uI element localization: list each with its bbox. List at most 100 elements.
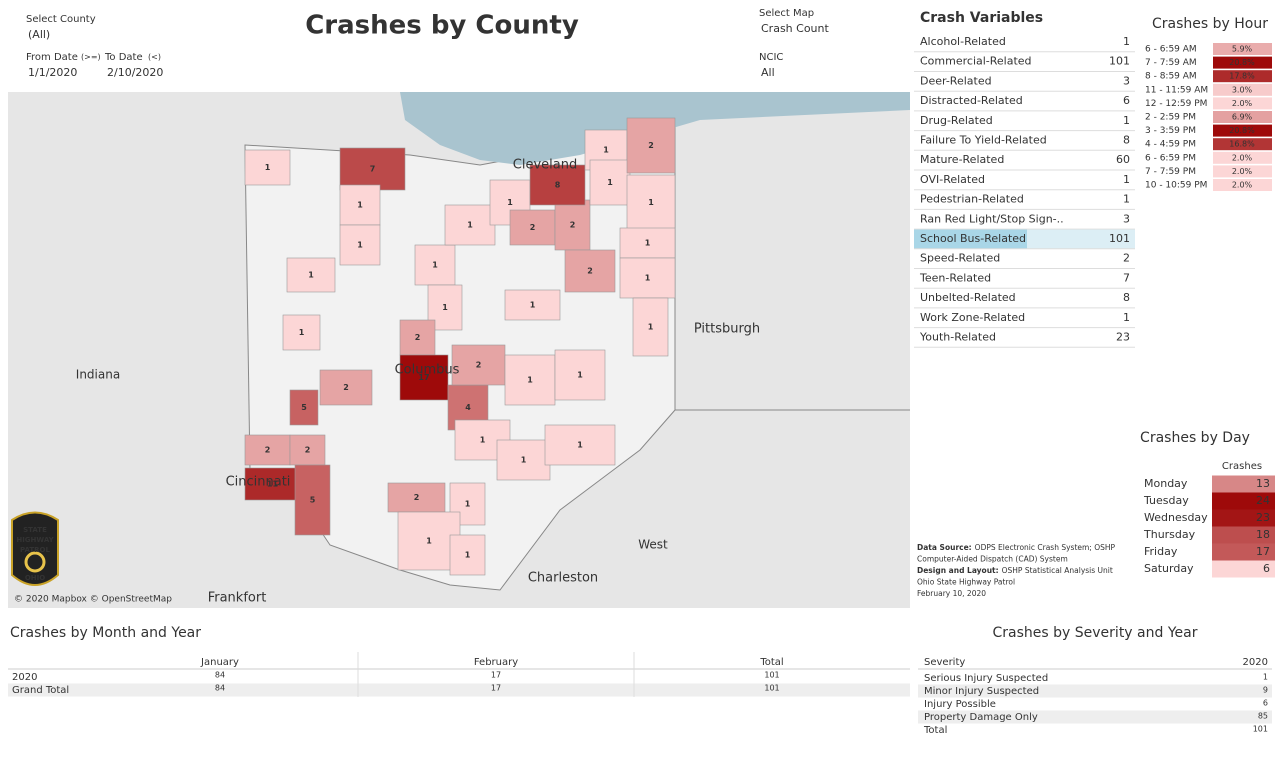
county-count: 7	[370, 165, 376, 174]
county[interactable]	[319, 369, 373, 406]
county[interactable]	[244, 434, 291, 466]
hour-label: 10 - 10:59 PM	[1145, 181, 1207, 191]
variable-value: 1	[1123, 173, 1130, 186]
filter-qualifier: (<)	[148, 53, 161, 62]
county-count: 1	[603, 146, 609, 155]
county-count: 1	[521, 456, 527, 465]
column-header: February	[474, 657, 518, 668]
panel-title: Crashes by Month and Year	[10, 625, 201, 641]
county[interactable]	[289, 434, 326, 466]
filter-value: All	[761, 66, 775, 79]
county[interactable]	[414, 244, 456, 286]
selected-label	[914, 229, 1027, 249]
hour-label: 8 - 8:59 AM	[1145, 72, 1197, 82]
day-label: Wednesday	[1144, 511, 1208, 524]
county[interactable]	[294, 464, 331, 536]
county[interactable]	[626, 174, 676, 231]
variable-value: 3	[1123, 212, 1130, 225]
county[interactable]	[564, 249, 616, 293]
footnote-text: OSHP Statistical Analysis Unit	[1002, 566, 1113, 575]
row-label: Total	[923, 725, 947, 736]
hour-label: 7 - 7:59 AM	[1145, 58, 1197, 68]
hour-label: 7 - 7:59 PM	[1145, 167, 1196, 177]
hour-label: 6 - 6:59 AM	[1145, 45, 1197, 55]
county[interactable]	[544, 424, 616, 466]
table-value: 9	[1263, 686, 1268, 695]
county[interactable]	[554, 349, 606, 401]
variable-value: 1	[1123, 114, 1130, 127]
county[interactable]	[619, 227, 676, 259]
county-count: 1	[465, 551, 471, 560]
variable-label: Youth-Related	[919, 331, 996, 344]
county[interactable]	[397, 511, 461, 571]
county[interactable]	[282, 314, 321, 351]
hour-value: 5.9%	[1232, 45, 1253, 54]
row-label: Injury Possible	[924, 699, 996, 710]
county[interactable]	[626, 117, 676, 174]
table-value: 6	[1263, 699, 1268, 708]
county[interactable]	[286, 257, 336, 293]
county[interactable]	[504, 354, 556, 406]
hour-value: 2.0%	[1232, 99, 1253, 108]
panel-title: Crash Variables	[920, 10, 1043, 26]
hour-cell	[1213, 165, 1272, 178]
map-label: Frankfort	[208, 591, 267, 606]
filter-label: Select County	[26, 14, 96, 25]
variable-label: Pedestrian-Related	[920, 193, 1024, 206]
map-label: Pittsburgh	[694, 322, 760, 337]
county[interactable]	[632, 297, 669, 357]
day-label: Friday	[1144, 545, 1178, 558]
county[interactable]	[387, 482, 446, 513]
panel-title: Crashes by Severity and Year	[993, 625, 1198, 641]
hour-cell	[1213, 83, 1272, 96]
panel-title: Crashes by Day	[1140, 430, 1250, 446]
county[interactable]	[339, 184, 381, 226]
hour-value: 17.8%	[1229, 72, 1255, 81]
county-count: 11	[267, 480, 279, 489]
county[interactable]	[244, 149, 291, 186]
county[interactable]	[589, 159, 631, 206]
day-cell	[1212, 560, 1275, 578]
table-value: 84	[215, 671, 225, 680]
county[interactable]	[529, 164, 586, 206]
hour-label: 11 - 11:59 AM	[1145, 85, 1208, 95]
variable-label: Ran Red Light/Stop Sign-..	[920, 212, 1064, 225]
footnote-text: ODPS Electronic Crash System; OSHP	[975, 543, 1116, 552]
county-count: 2	[265, 446, 271, 455]
variable-value: 2	[1123, 252, 1130, 265]
county[interactable]	[339, 224, 381, 266]
map-label: Columbus	[395, 363, 460, 378]
row-band	[918, 710, 1272, 724]
map-label: Cleveland	[513, 158, 577, 173]
variable-label: Alcohol-Related	[920, 35, 1006, 48]
row-band	[918, 684, 1272, 698]
county-count: 1	[645, 274, 651, 283]
hour-value: 3.0%	[1232, 85, 1253, 94]
county[interactable]	[399, 354, 449, 401]
county[interactable]	[289, 389, 319, 426]
variable-value: 7	[1123, 271, 1130, 284]
hour-value: 6.9%	[1232, 113, 1253, 122]
table-value: 101	[764, 684, 779, 693]
county-count: 2	[587, 267, 593, 276]
county-count: 2	[305, 446, 311, 455]
logo-badge	[11, 511, 59, 586]
county[interactable]	[449, 534, 486, 576]
hour-value: 20.8%	[1229, 58, 1255, 67]
filter-value: (All)	[28, 28, 50, 41]
county-count: 1	[577, 371, 583, 380]
county[interactable]	[339, 147, 406, 191]
county-count: 2	[648, 141, 654, 150]
hour-cell	[1213, 111, 1272, 123]
county[interactable]	[451, 344, 506, 386]
day-label: Saturday	[1144, 562, 1194, 575]
county[interactable]	[504, 289, 561, 321]
county-count: 1	[442, 303, 448, 312]
county-count: 2	[570, 221, 576, 230]
variable-label: Mature-Related	[920, 153, 1004, 166]
table-value: 85	[1258, 712, 1268, 721]
map-label: Charleston	[528, 571, 598, 586]
variable-value: 1	[1123, 193, 1130, 206]
county[interactable]	[444, 204, 496, 246]
county-count: 1	[465, 500, 471, 509]
